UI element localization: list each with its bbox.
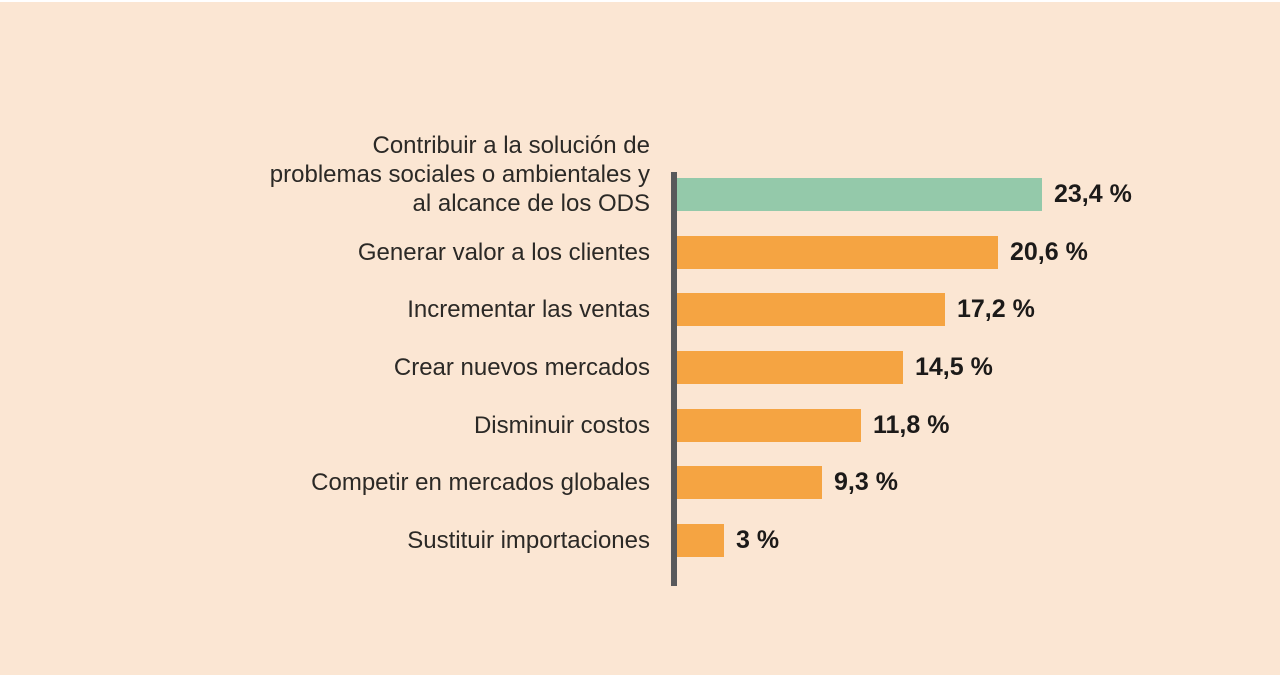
value-label: 3 %: [736, 525, 780, 554]
category-label-text: Contribuir a la solución de problemas so…: [269, 132, 650, 218]
category-label-text: Disminuir costos: [473, 411, 650, 439]
bar: [677, 408, 861, 442]
chart-row: Generar valor a los clientes 20,6 %: [0, 224, 1280, 282]
value-label: 9,3 %: [834, 468, 898, 497]
bar: [677, 466, 822, 500]
value-label: 17,2 %: [957, 295, 1035, 324]
chart-row: Competir en mercados globales 9,3 %: [0, 454, 1280, 512]
chart-row: Crear nuevos mercados 14,5 %: [0, 339, 1280, 397]
bar-track: 14,5 %: [677, 351, 1280, 385]
bar-track: 9,3 %: [677, 466, 1280, 500]
category-label: Competir en mercados globales: [0, 468, 671, 497]
y-axis-line: [671, 172, 677, 586]
category-label-text: Competir en mercados globales: [311, 469, 650, 497]
category-label-text: Sustituir importaciones: [407, 526, 650, 554]
value-label: 14,5 %: [915, 353, 993, 382]
chart-row: Sustituir importaciones 3 %: [0, 512, 1280, 570]
category-label: Disminuir costos: [0, 411, 671, 440]
category-label: Generar valor a los clientes: [0, 238, 671, 267]
bar-track: 20,6 %: [677, 235, 1280, 269]
chart-rows: Contribuir a la solución de problemas so…: [0, 132, 1280, 570]
value-label: 23,4 %: [1054, 180, 1132, 209]
chart-row: Incrementar las ventas 17,2 %: [0, 281, 1280, 339]
category-label: Crear nuevos mercados: [0, 353, 671, 382]
bar-track: 3 %: [677, 523, 1280, 557]
category-label: Incrementar las ventas: [0, 295, 671, 324]
category-label-text: Generar valor a los clientes: [357, 238, 650, 266]
bar-track: 11,8 %: [677, 408, 1280, 442]
chart-row: Disminuir costos 11,8 %: [0, 396, 1280, 454]
value-label: 20,6 %: [1010, 237, 1088, 266]
bar: [677, 178, 1042, 212]
category-label: Contribuir a la solución de problemas so…: [0, 132, 671, 238]
bar: [677, 351, 903, 385]
category-label-text: Crear nuevos mercados: [393, 354, 650, 382]
value-label: 11,8 %: [873, 410, 950, 439]
bar-track: 17,2 %: [677, 293, 1280, 327]
chart-row: Contribuir a la solución de problemas so…: [0, 132, 1280, 224]
bar-track: 23,4 %: [677, 178, 1280, 212]
bar: [677, 293, 945, 327]
bar: [677, 523, 724, 557]
category-label-text: Incrementar las ventas: [407, 296, 650, 324]
category-label: Sustituir importaciones: [0, 526, 671, 555]
bar: [677, 235, 998, 269]
